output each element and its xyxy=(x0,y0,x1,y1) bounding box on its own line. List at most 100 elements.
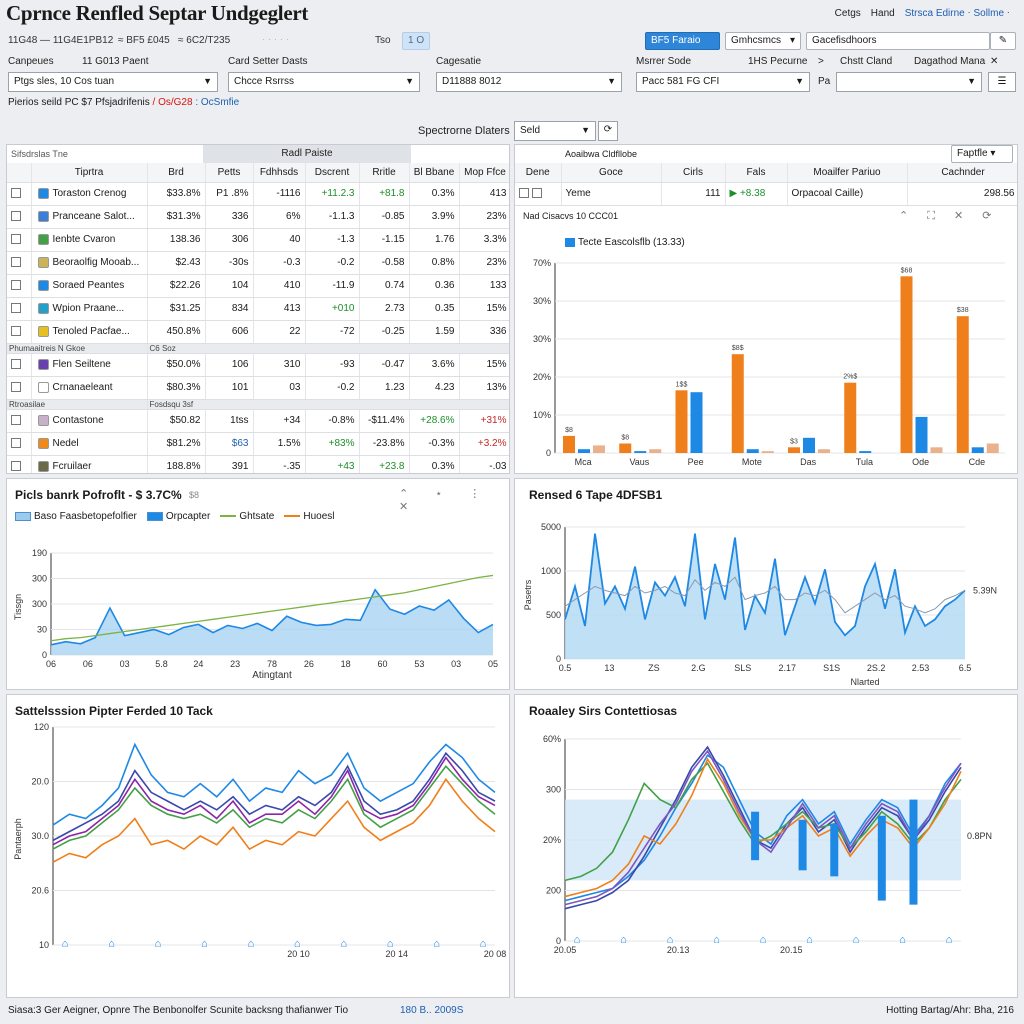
footer-link[interactable]: 180 B.. 2009S xyxy=(400,1005,464,1016)
legend-item[interactable]: Tecte Eascolsflb (13.33) xyxy=(565,237,685,248)
table-row[interactable]: Wpion Praane... $31.25 834 413 +010 2.73 0.35 1… xyxy=(7,297,509,321)
series-line xyxy=(52,751,496,842)
filter-select-3[interactable]: D11888 8012 ▼ xyxy=(436,72,622,92)
holding-name: Flen Seiltene xyxy=(52,359,111,371)
legend-item[interactable]: Baso Faasbetopefolfier xyxy=(15,511,137,522)
column-header[interactable]: Mop Ffce xyxy=(459,163,509,183)
table-row[interactable]: Nedel $81.2% $63 1.5% +83% -23.8% -0.3% +3.2% xyxy=(7,432,509,456)
table-row[interactable]: Pranceane Salot... $31.3% 336 6% -1.1.3 -0.85… xyxy=(7,205,509,229)
toolbar-button-tso[interactable]: Tso xyxy=(375,35,391,46)
legend-item[interactable]: Huoesl xyxy=(284,511,334,522)
table-row[interactable]: Beoraolfig Mooab... $2.43 -30s -0.3 -0.2 -0.5… xyxy=(7,251,509,275)
column-header[interactable]: Bl Bbane xyxy=(409,163,460,183)
row-checkbox[interactable] xyxy=(11,188,21,199)
sort-select[interactable]: Seld ▼ xyxy=(514,121,596,141)
legend-swatch-icon xyxy=(146,511,163,521)
primary-action-button[interactable]: BF5 Faraio xyxy=(645,32,720,50)
toolbar-crumb-1[interactable]: 11G48 — 11G4E1PB12 xyxy=(8,35,114,46)
series-line xyxy=(50,588,494,646)
cell: 391 xyxy=(205,455,254,473)
row-checkbox[interactable] xyxy=(11,461,21,472)
bar xyxy=(731,354,744,453)
row-checkbox[interactable] xyxy=(11,359,21,370)
column-header[interactable]: Rritle xyxy=(359,163,410,183)
column-header[interactable]: Fals xyxy=(725,163,788,183)
bar xyxy=(803,437,815,453)
y-tick-label: 10 xyxy=(39,940,49,950)
cell: ▶ +8.38 xyxy=(725,182,788,206)
toolbar-dropdown[interactable]: Gmhcsmcs ▾ xyxy=(725,32,801,50)
row-checkbox[interactable] xyxy=(11,257,21,268)
toolbar-crumb-3[interactable]: ≈ 6C2/T235 xyxy=(178,35,231,46)
table-row[interactable]: Flen Seiltene $50.0% 106 310 -93 -0.47 3.6% 15% xyxy=(7,353,509,377)
filter-select-4[interactable]: Pacc 581 FG CFI ▼ xyxy=(636,72,810,92)
row-checkbox[interactable] xyxy=(11,211,21,222)
legend-item[interactable]: Orpcapter xyxy=(146,511,210,522)
refresh-icon[interactable]: ⟳ xyxy=(598,121,618,141)
column-header[interactable]: Petts xyxy=(205,163,254,183)
filter-select-1[interactable]: Ptgs sles, 10 Cos tuan ▼ xyxy=(8,72,218,92)
x-tick-label: 20 10 xyxy=(287,949,310,959)
table-row[interactable]: Toraston Crenog $33.8% P1 .8% -1116 +11.2.3 +… xyxy=(7,182,509,206)
table-row[interactable]: Contastone $50.82 1tss +34 -0.8% -$11.4% +28.6… xyxy=(7,409,509,433)
cell: 1.5% xyxy=(253,432,306,456)
y-tick-label: 30% xyxy=(533,296,551,306)
column-header[interactable]: Fdhhsds xyxy=(253,163,306,183)
column-header[interactable]: Dscrent xyxy=(305,163,360,183)
top-link-hand[interactable]: Hand xyxy=(870,8,895,19)
cell: 298.56 xyxy=(907,182,1017,206)
breadcrumb-blue[interactable]: : OcSmfie xyxy=(195,97,240,108)
chart-tools-icon[interactable]: ⌃ ⛶ ✕ ⟳ xyxy=(899,210,1000,222)
legend-item[interactable]: Ghtsate xyxy=(220,511,274,522)
toolbar-crumb-2[interactable]: ≈ BF5 £045 xyxy=(118,35,170,46)
toolbar-button-light[interactable]: 1 O xyxy=(402,32,431,50)
cell: P1 .8% xyxy=(205,182,254,206)
more-filter-button[interactable]: Faptfle ▾ xyxy=(951,145,1013,163)
table-row[interactable]: Yeme 111 ▶ +8.38 Orpacoal Caille) 298.56 xyxy=(515,182,1017,206)
filter-select-2[interactable]: Chcce Rsrrss ▼ xyxy=(228,72,420,92)
filter-select-5[interactable]: ▼ xyxy=(836,72,982,92)
column-header[interactable]: Dene xyxy=(515,163,562,183)
top-link-cetgs[interactable]: Cetgs xyxy=(834,8,861,19)
close-icon[interactable]: ✕ xyxy=(990,56,999,67)
holding-icon xyxy=(37,279,49,291)
column-header[interactable]: Tiprtra xyxy=(31,163,148,183)
column-header[interactable]: Cirls xyxy=(661,163,726,183)
table-row[interactable]: Ienbte Cvaron 138.36 306 40 -1.3 -1.15 1.76 3.3… xyxy=(7,228,509,252)
marker-icon: ⌂ xyxy=(853,934,860,946)
marker-icon: ⌂ xyxy=(387,938,394,950)
menu-icon[interactable]: ☰ xyxy=(988,72,1016,92)
column-header[interactable]: Cachnder xyxy=(907,163,1017,183)
row-checkbox[interactable] xyxy=(531,188,542,199)
row-checkbox[interactable] xyxy=(11,234,21,245)
row-checkbox[interactable] xyxy=(11,326,21,337)
column-header[interactable]: Moailfer Pariuo xyxy=(787,163,908,183)
column-header[interactable]: Brd xyxy=(147,163,206,183)
table-row[interactable]: Fcruilaer 188.8% 391 -.35 +43 +23.8 0.3% -.03 xyxy=(7,455,509,473)
holding-icon xyxy=(37,460,49,472)
legend-swatch-icon xyxy=(220,515,237,518)
row-checkbox[interactable] xyxy=(11,438,21,449)
row-checkbox[interactable] xyxy=(11,382,21,393)
row-checkbox[interactable] xyxy=(11,303,21,314)
row-checkbox[interactable] xyxy=(519,188,529,199)
table-row[interactable]: Crnanaeleant $80.3% 101 03 -0.2 1.23 4.23 13% xyxy=(7,376,509,400)
column-header[interactable]: Goce xyxy=(561,163,662,183)
marker-icon: ⌂ xyxy=(433,938,440,950)
y-tick-label: 5000 xyxy=(541,522,561,532)
y-tick-label: 20.6 xyxy=(31,886,49,896)
top-link-edit[interactable]: Strsca Edirne ⋅ Sollme ⋅ xyxy=(904,8,1010,19)
pin-icon[interactable]: ✎ xyxy=(990,32,1016,50)
table-row[interactable]: Soraed Peantes $22.26 104 410 -11.9 0.74 0.36 1… xyxy=(7,274,509,298)
table-row[interactable]: Tenoled Pacfae... 450.8% 606 22 -72 -0.25 1.59… xyxy=(7,320,509,344)
row-checkbox[interactable] xyxy=(11,280,21,291)
table-filter-label[interactable]: Sifsdrslas Tne xyxy=(11,149,68,159)
breadcrumb-root[interactable]: Pierios seild PC $7 xyxy=(8,97,93,108)
table-group-row: Phumaaitreis N Gkoe C6 Soz xyxy=(7,343,509,354)
breadcrumb-mid[interactable]: Pfsjadrifenis xyxy=(95,97,150,108)
row-checkbox[interactable] xyxy=(11,415,21,426)
search-input[interactable]: Gacefisdhoors xyxy=(806,32,990,50)
chart-tools-icon[interactable]: ⌃ ⋆ ⋮ ✕ xyxy=(399,488,493,513)
breadcrumb-red[interactable]: / Os/G28 xyxy=(152,97,193,108)
cell: Orpacoal Caille) xyxy=(787,182,908,206)
